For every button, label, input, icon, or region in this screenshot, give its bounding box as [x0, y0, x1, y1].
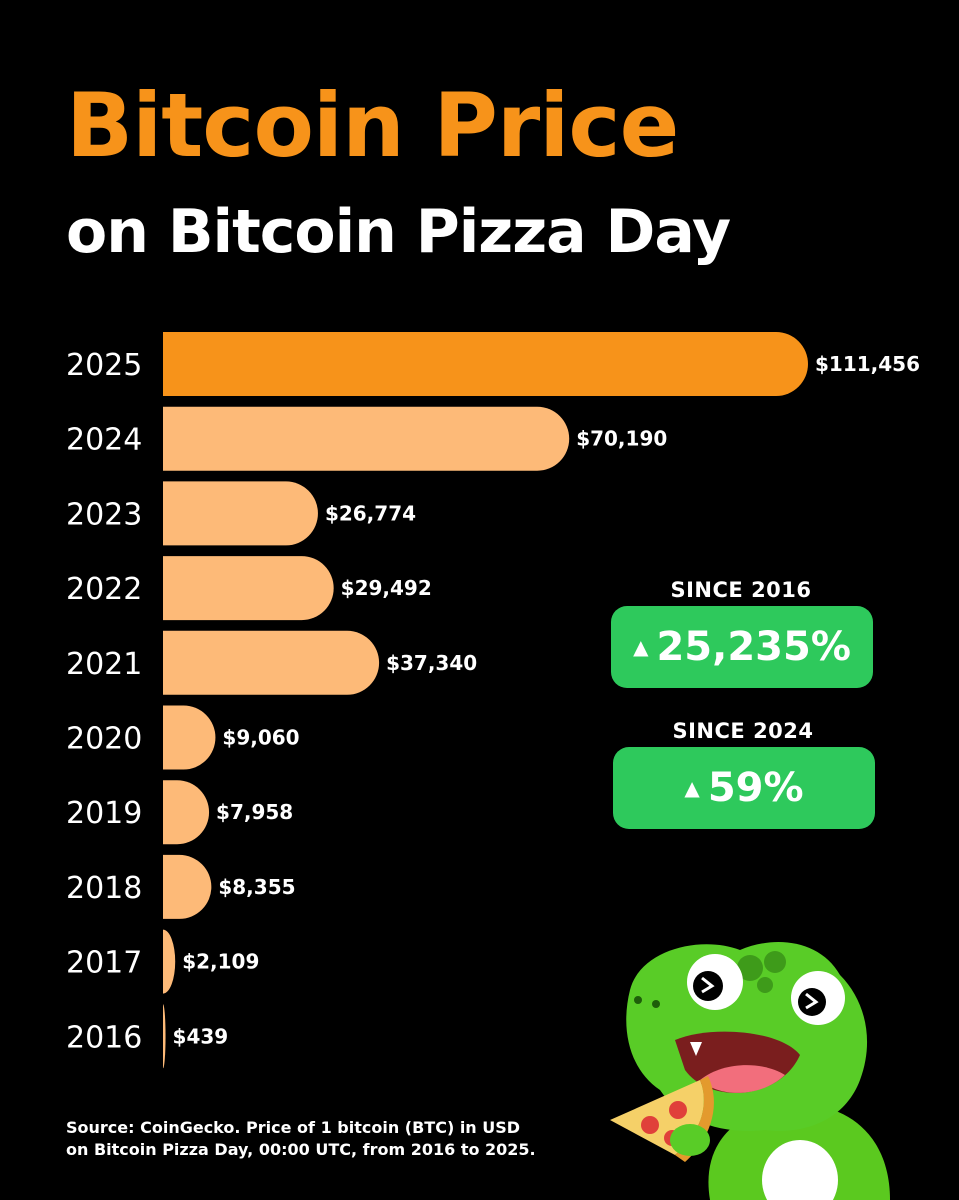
year-label-2018: 2018 [66, 871, 142, 906]
year-label-2017: 2017 [66, 946, 142, 981]
up-arrow-icon: ▲ [633, 635, 649, 659]
page-title: Bitcoin Price [66, 74, 679, 177]
bar-2018 [163, 854, 212, 919]
bar-2022 [163, 556, 334, 621]
bar-2016 [163, 1004, 166, 1069]
stat-badge-since-2024: ▲ 59% [613, 747, 875, 829]
stat-label-since-2024: SINCE 2024 [672, 719, 814, 743]
value-label-2021: $37,340 [386, 651, 477, 675]
bar-chart: 2025 $111,456 2024 $70,190 2023 $26,774 2022 $2… [66, 332, 920, 1069]
value-label-2024: $70,190 [576, 427, 667, 451]
value-label-2016: $439 [173, 1024, 229, 1048]
year-label-2019: 2019 [66, 796, 142, 831]
stat-label-since-2016: SINCE 2016 [670, 578, 812, 602]
value-label-2025: $111,456 [815, 352, 920, 376]
value-label-2019: $7,958 [216, 800, 293, 824]
year-label-2021: 2021 [66, 647, 142, 682]
year-label-2016: 2016 [66, 1020, 142, 1055]
bar-2023 [163, 481, 318, 546]
value-label-2022: $29,492 [341, 576, 432, 600]
value-label-2023: $26,774 [325, 501, 416, 525]
stat-badge-since-2016: ▲ 25,235% [611, 606, 873, 688]
source-line-1: Source: CoinGecko. Price of 1 bitcoin (B… [66, 1118, 521, 1137]
gecko-eating-pizza-icon [610, 942, 890, 1200]
bar-2019 [163, 780, 210, 845]
bar-2025 [163, 332, 808, 396]
bar-2017 [163, 929, 176, 994]
year-label-2025: 2025 [66, 348, 142, 383]
value-label-2017: $2,109 [182, 950, 259, 974]
source-line-2: on Bitcoin Pizza Day, 00:00 UTC, from 20… [66, 1140, 536, 1159]
year-label-2023: 2023 [66, 497, 142, 532]
year-label-2020: 2020 [66, 722, 142, 757]
bar-2024 [163, 406, 570, 471]
year-label-2024: 2024 [66, 423, 142, 458]
stat-value-since-2024: 59% [707, 765, 804, 811]
source-note: Source: CoinGecko. Price of 1 bitcoin (B… [66, 1117, 536, 1161]
bar-2021 [163, 630, 380, 695]
up-arrow-icon: ▲ [684, 776, 700, 800]
value-label-2020: $9,060 [222, 726, 299, 750]
value-label-2018: $8,355 [218, 875, 295, 899]
page-subtitle: on Bitcoin Pizza Day [66, 197, 731, 267]
stat-value-since-2016: 25,235% [656, 624, 851, 670]
year-label-2022: 2022 [66, 572, 142, 607]
bar-2020 [163, 705, 216, 770]
